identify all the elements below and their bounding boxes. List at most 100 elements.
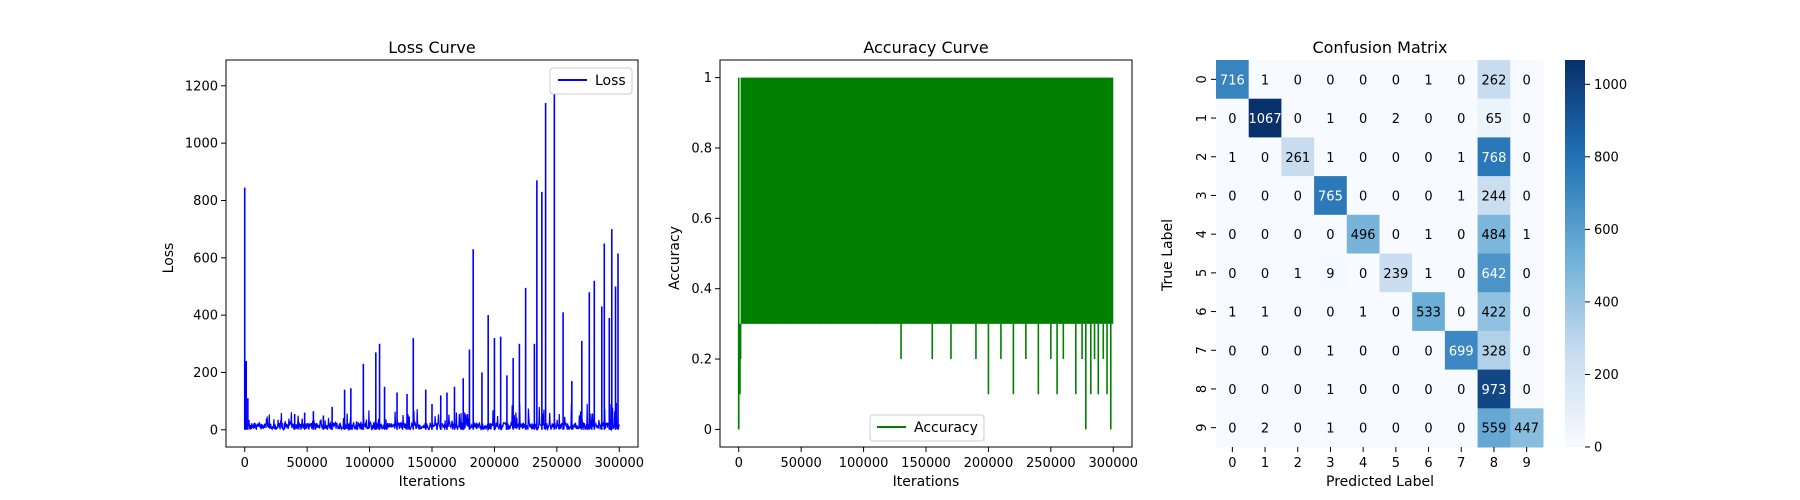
matrix-cell-value: 239 <box>1383 267 1408 282</box>
accuracy-x-tick-label: 150000 <box>901 456 951 471</box>
matrix-cell <box>1314 60 1348 100</box>
accuracy-chart: Accuracy Curve Iterations Accuracy 0 5000… <box>667 38 1138 490</box>
accuracy-legend-label: Accuracy <box>914 420 978 436</box>
loss-x-tick-label: 0 <box>241 456 249 471</box>
confusion-y-tick-label: 3 <box>1195 191 1210 199</box>
matrix-cell <box>1412 369 1446 409</box>
matrix-cell-value: 0 <box>1261 344 1269 359</box>
matrix-cell <box>1510 176 1544 216</box>
matrix-cell-value: 484 <box>1482 228 1507 243</box>
loss-x-tick-label: 200000 <box>470 456 520 471</box>
matrix-cell <box>1281 176 1315 216</box>
matrix-cell <box>1510 330 1544 371</box>
matrix-cell-value: 0 <box>1261 151 1269 166</box>
matrix-cell-value: 0 <box>1523 151 1531 166</box>
matrix-cell-value: 2 <box>1261 422 1269 437</box>
matrix-cell <box>1216 408 1250 448</box>
matrix-cell <box>1248 60 1282 100</box>
matrix-cell-value: 0 <box>1294 189 1302 204</box>
matrix-cell-value: 0 <box>1359 112 1367 127</box>
accuracy-chart-title: Accuracy Curve <box>863 38 988 57</box>
confusion-x-tick-label: 6 <box>1424 456 1432 471</box>
matrix-cell-value: 0 <box>1359 383 1367 398</box>
loss-x-tick-label: 250000 <box>532 456 582 471</box>
loss-y-tick-label: 400 <box>193 309 218 324</box>
matrix-cell <box>1510 98 1544 138</box>
matrix-cell <box>1216 253 1250 293</box>
loss-legend-label: Loss <box>595 73 626 89</box>
matrix-cell-value: 0 <box>1392 306 1400 321</box>
matrix-cell-value: 0 <box>1523 189 1531 204</box>
matrix-cell <box>1346 98 1380 138</box>
confusion-matrix: Confusion Matrix Predicted Label True La… <box>1160 38 1627 490</box>
matrix-cell <box>1477 253 1511 293</box>
matrix-cell <box>1379 137 1413 177</box>
matrix-cell <box>1216 137 1250 177</box>
confusion-y-tick-label: 0 <box>1195 75 1210 83</box>
matrix-cell-value: 0 <box>1424 422 1432 437</box>
loss-y-tick-label: 200 <box>193 366 218 381</box>
confusion-y-axis-label: True Label <box>1160 219 1176 292</box>
loss-chart: Loss Curve Iterations Loss 0 50000 100000 1… <box>161 38 644 490</box>
accuracy-y-tick-label: 0.6 <box>691 212 712 227</box>
matrix-cell-value: 422 <box>1482 306 1507 321</box>
matrix-cell <box>1346 253 1380 293</box>
matrix-cell <box>1444 137 1479 177</box>
matrix-cell <box>1379 176 1413 216</box>
matrix-cell <box>1379 408 1413 448</box>
matrix-cell-value: 0 <box>1359 267 1367 282</box>
matrix-cell <box>1477 330 1511 371</box>
matrix-cell <box>1510 214 1544 254</box>
accuracy-oscillation-band <box>740 77 1114 324</box>
accuracy-x-axis-label: Iterations <box>893 474 960 490</box>
matrix-cell <box>1412 176 1446 216</box>
matrix-cell-value: 1 <box>1228 151 1236 166</box>
confusion-x-tick-label: 5 <box>1392 456 1400 471</box>
matrix-cell <box>1248 214 1282 254</box>
confusion-y-tick-label: 5 <box>1195 269 1210 277</box>
matrix-cell-value: 973 <box>1482 383 1507 398</box>
matrix-cell <box>1281 214 1315 254</box>
matrix-cell <box>1444 369 1479 409</box>
matrix-cell <box>1444 98 1479 138</box>
matrix-cell-value: 2 <box>1392 112 1400 127</box>
matrix-cell <box>1444 408 1479 448</box>
matrix-cell-value: 1 <box>1523 228 1531 243</box>
loss-x-axis-label: Iterations <box>399 474 466 490</box>
matrix-cell-value: 262 <box>1482 73 1507 88</box>
loss-y-tick-label: 600 <box>193 251 218 266</box>
loss-legend: Loss <box>549 67 633 95</box>
matrix-cell <box>1216 369 1250 409</box>
matrix-cell <box>1346 214 1380 254</box>
matrix-cell-value: 0 <box>1228 112 1236 127</box>
matrix-cell <box>1248 176 1282 216</box>
confusion-matrix-title: Confusion Matrix <box>1312 38 1447 57</box>
matrix-cell-value: 0 <box>1457 306 1465 321</box>
confusion-y-tick-label: 9 <box>1195 424 1210 432</box>
colorbar-tick-label: 200 <box>1594 368 1619 383</box>
matrix-cell <box>1379 60 1413 100</box>
matrix-cell-value: 261 <box>1285 151 1310 166</box>
matrix-cell <box>1379 214 1413 254</box>
matrix-cell <box>1314 214 1348 254</box>
matrix-cell <box>1510 408 1544 448</box>
matrix-cell-value: 0 <box>1294 73 1302 88</box>
colorbar-tick-label: 0 <box>1594 441 1602 456</box>
confusion-y-tick-label: 8 <box>1195 385 1210 393</box>
matrix-cell-value: 0 <box>1326 228 1334 243</box>
matrix-cell-value: 0 <box>1359 189 1367 204</box>
matrix-cell-value: 0 <box>1392 151 1400 166</box>
matrix-cell <box>1346 292 1380 332</box>
matrix-cell-value: 1 <box>1261 306 1269 321</box>
matrix-cell-value: 0 <box>1523 344 1531 359</box>
matrix-cell-value: 0 <box>1457 383 1465 398</box>
matrix-cell-value: 0 <box>1424 344 1432 359</box>
matrix-cell <box>1510 60 1544 100</box>
matrix-cell-value: 0 <box>1457 228 1465 243</box>
matrix-cell-value: 1 <box>1326 151 1334 166</box>
matrix-cell <box>1281 98 1315 138</box>
colorbar-tick-label: 1000 <box>1594 78 1627 93</box>
confusion-y-tick-label: 4 <box>1195 230 1210 238</box>
matrix-cell <box>1477 60 1511 100</box>
matrix-cell <box>1444 176 1479 216</box>
